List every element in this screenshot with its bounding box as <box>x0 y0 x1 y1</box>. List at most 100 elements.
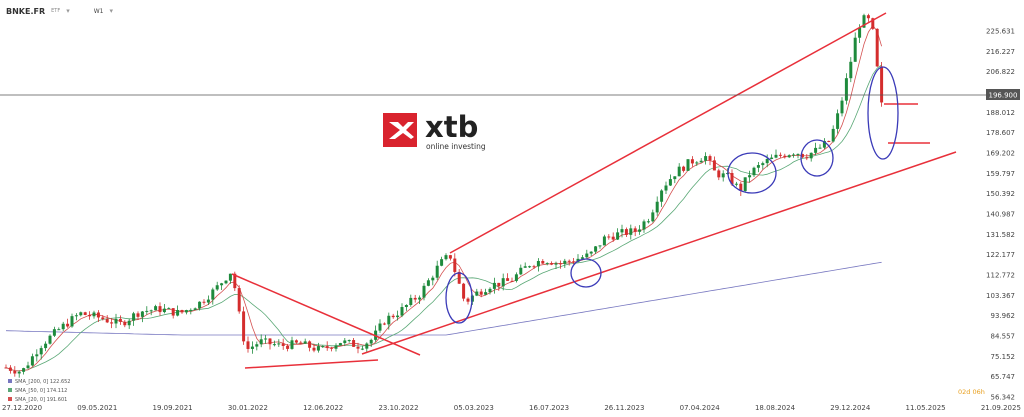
candle-body <box>127 320 131 326</box>
y-tick-label: 178.607 <box>986 129 1015 137</box>
candle-body <box>356 346 360 349</box>
candle-body <box>123 321 127 326</box>
candle-body <box>818 147 822 149</box>
candle-body <box>382 323 386 325</box>
candle-body <box>74 315 78 317</box>
candle-body <box>805 157 809 159</box>
x-tick-label: 11.05.2025 <box>906 404 946 412</box>
candle-body <box>290 340 294 349</box>
y-tick-label: 84.557 <box>991 332 1016 340</box>
candle-body <box>162 308 166 313</box>
candle-body <box>871 18 875 29</box>
candle-body <box>255 344 259 347</box>
candle-body <box>140 311 144 317</box>
candle-body <box>8 367 12 371</box>
sma-200-line <box>5 261 882 336</box>
candlesticks <box>4 13 884 378</box>
exchange-label: ETF <box>51 8 61 14</box>
y-tick-label: 103.367 <box>986 292 1015 300</box>
candle-body <box>444 255 448 260</box>
candle-body <box>435 265 439 278</box>
highlight-ellipse-4 <box>800 139 834 177</box>
xtb-x-icon <box>389 122 414 139</box>
candle-body <box>4 367 8 369</box>
candle-body <box>228 273 232 281</box>
candle-body <box>52 329 56 336</box>
xtb-brand: xtb <box>425 110 478 144</box>
candle-body <box>396 315 400 318</box>
y-tick-label: 93.962 <box>991 312 1016 320</box>
y-tick-label: 112.772 <box>986 271 1015 279</box>
candle-body <box>149 310 153 312</box>
candle-body <box>13 370 17 374</box>
candle-body <box>330 347 334 349</box>
sma20-path <box>5 24 882 372</box>
y-tick-label: 159.797 <box>986 170 1015 178</box>
candle-body <box>572 261 576 263</box>
candle-body <box>167 308 171 310</box>
candle-body <box>752 167 756 176</box>
candle-body <box>233 273 237 289</box>
y-tick-label: 169.202 <box>986 149 1015 157</box>
candle-body <box>426 280 430 286</box>
candle-body <box>677 166 681 177</box>
candle-body <box>690 159 694 164</box>
candle-body <box>180 310 184 313</box>
x-tick-label: 19.09.2021 <box>153 404 193 412</box>
candle-body <box>48 335 52 344</box>
candle-body <box>145 310 149 312</box>
countdown-label: 02d 06h <box>958 388 985 396</box>
candle-body <box>664 185 668 191</box>
candle-body <box>61 323 65 330</box>
candle-body <box>35 354 39 357</box>
candle-body <box>704 156 708 161</box>
candle-body <box>136 313 140 317</box>
triangle-upper-line <box>231 273 421 356</box>
y-tick-label: 225.631 <box>986 28 1015 36</box>
candle-body <box>422 285 426 298</box>
symbol-label: BNKE.FR <box>6 6 46 16</box>
y-tick-label: 56.342 <box>991 394 1016 402</box>
highlight-ellipse-2 <box>570 258 602 288</box>
sma-200-legend: SMA_[200, 0] 122.652 <box>15 379 71 385</box>
candle-body <box>497 282 501 287</box>
y-tick-label: 206.822 <box>986 68 1015 76</box>
candle-body <box>734 183 738 185</box>
candle-body <box>682 166 686 171</box>
channel-lower-line <box>361 151 957 355</box>
candle-body <box>506 278 510 281</box>
candle-body <box>510 280 514 282</box>
candle-body <box>105 319 109 323</box>
candle-body <box>642 221 646 230</box>
candle-body <box>695 162 699 164</box>
candle-body <box>466 298 470 302</box>
candle-body <box>418 297 422 300</box>
timeframe-label[interactable]: W1 <box>93 7 104 15</box>
candle-body <box>712 160 716 171</box>
candle-body <box>554 263 558 265</box>
candle-body <box>246 341 250 349</box>
highlight-ellipse-3 <box>727 152 777 194</box>
timeframe-dropdown-icon[interactable]: ▾ <box>109 7 113 15</box>
candle-body <box>404 304 408 308</box>
candle-body <box>598 245 602 247</box>
sma50-path <box>5 64 882 372</box>
candle-body <box>743 177 747 191</box>
candle-body <box>378 323 382 331</box>
candle-body <box>17 371 21 374</box>
candle-body <box>765 158 769 164</box>
candle-body <box>189 309 193 311</box>
candle-body <box>413 297 417 300</box>
candle-body <box>730 173 734 185</box>
current-price-label: 196.900 <box>989 92 1018 100</box>
symbol-dropdown-icon[interactable]: ▾ <box>66 7 70 15</box>
candle-body <box>352 340 356 347</box>
candle-body <box>668 179 672 186</box>
candle-body <box>532 266 536 268</box>
candle-body <box>756 165 760 168</box>
candle-body <box>611 236 615 240</box>
candle-body <box>268 338 272 345</box>
x-tick-label: 29.12.2024 <box>830 404 871 412</box>
candle-body <box>836 113 840 129</box>
